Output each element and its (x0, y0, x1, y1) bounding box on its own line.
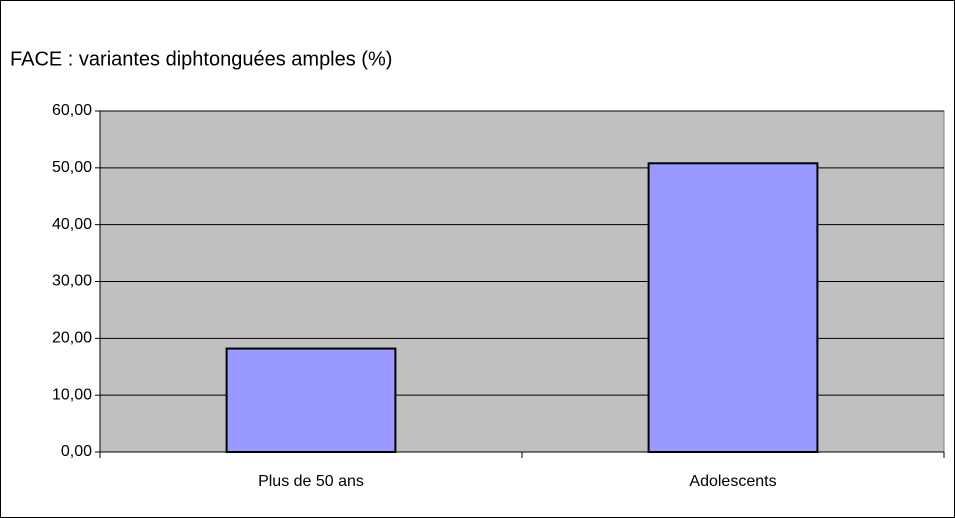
bar (225, 347, 397, 453)
y-tick-label: 50,00 (52, 159, 92, 176)
x-tick-label: Plus de 50 ans (258, 473, 364, 490)
y-tick-label: 10,00 (52, 386, 92, 403)
y-tick-label: 60,00 (52, 102, 92, 119)
y-tick-label: 30,00 (52, 273, 92, 290)
y-tick-label: 20,00 (52, 330, 92, 347)
bar (647, 162, 819, 454)
y-tick-label: 0,00 (61, 443, 92, 460)
x-tick-label: Adolescents (689, 473, 776, 490)
chart-title: FACE : variantes diphtonguées amples (%) (10, 48, 392, 70)
y-tick-label: 40,00 (52, 216, 92, 233)
